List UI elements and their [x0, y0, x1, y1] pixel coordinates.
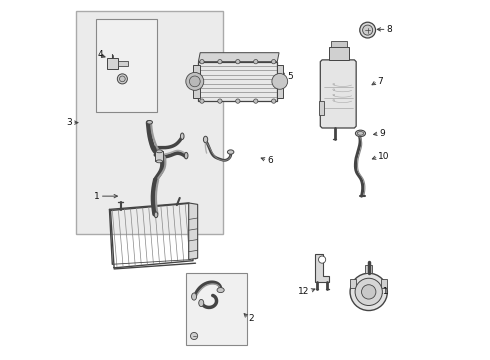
Ellipse shape	[147, 121, 152, 124]
Circle shape	[236, 99, 240, 103]
Circle shape	[350, 273, 388, 311]
Ellipse shape	[192, 293, 196, 300]
Text: 8: 8	[387, 25, 392, 34]
Ellipse shape	[156, 160, 163, 163]
Circle shape	[190, 76, 200, 87]
Circle shape	[272, 73, 288, 89]
Bar	[186, 273, 247, 345]
Ellipse shape	[227, 150, 234, 154]
Circle shape	[120, 76, 125, 82]
Bar	[381, 279, 388, 288]
Circle shape	[355, 278, 382, 306]
Circle shape	[200, 59, 204, 64]
Ellipse shape	[199, 300, 204, 307]
Circle shape	[363, 25, 373, 35]
Circle shape	[254, 99, 258, 103]
Circle shape	[271, 99, 276, 103]
Ellipse shape	[184, 152, 188, 159]
Ellipse shape	[156, 150, 163, 153]
Text: 4: 4	[97, 50, 103, 59]
Bar	[350, 279, 356, 288]
Circle shape	[218, 59, 222, 64]
Bar	[155, 151, 163, 161]
Ellipse shape	[217, 288, 224, 293]
Circle shape	[200, 99, 204, 103]
Bar	[118, 61, 128, 66]
Circle shape	[236, 59, 240, 64]
Bar	[96, 19, 157, 112]
Text: 3: 3	[67, 118, 72, 127]
Text: 12: 12	[298, 287, 310, 296]
Text: 1: 1	[94, 192, 100, 201]
Text: 7: 7	[378, 77, 384, 86]
Ellipse shape	[203, 136, 208, 143]
Polygon shape	[320, 60, 356, 128]
Bar	[107, 58, 118, 69]
Text: 11: 11	[378, 287, 390, 296]
Text: 5: 5	[287, 72, 293, 81]
Ellipse shape	[357, 132, 364, 135]
Polygon shape	[189, 203, 197, 260]
Text: 2: 2	[248, 314, 254, 323]
Polygon shape	[315, 253, 329, 282]
Bar	[329, 47, 349, 60]
Circle shape	[362, 285, 376, 299]
Ellipse shape	[355, 130, 366, 136]
Polygon shape	[198, 62, 277, 101]
Text: 10: 10	[378, 152, 390, 161]
Polygon shape	[198, 53, 279, 62]
Circle shape	[271, 59, 276, 64]
Circle shape	[360, 22, 375, 38]
Bar	[331, 41, 347, 47]
Circle shape	[117, 74, 127, 84]
Polygon shape	[193, 64, 200, 98]
Circle shape	[191, 332, 197, 339]
Ellipse shape	[180, 133, 184, 139]
Circle shape	[254, 59, 258, 64]
Circle shape	[318, 256, 326, 263]
Circle shape	[218, 99, 222, 103]
Circle shape	[186, 72, 204, 90]
Polygon shape	[276, 64, 283, 98]
Bar	[365, 265, 372, 273]
Text: 9: 9	[379, 129, 385, 138]
Ellipse shape	[154, 212, 158, 218]
Text: 6: 6	[267, 156, 273, 165]
Bar	[76, 12, 223, 234]
Bar	[318, 101, 324, 116]
